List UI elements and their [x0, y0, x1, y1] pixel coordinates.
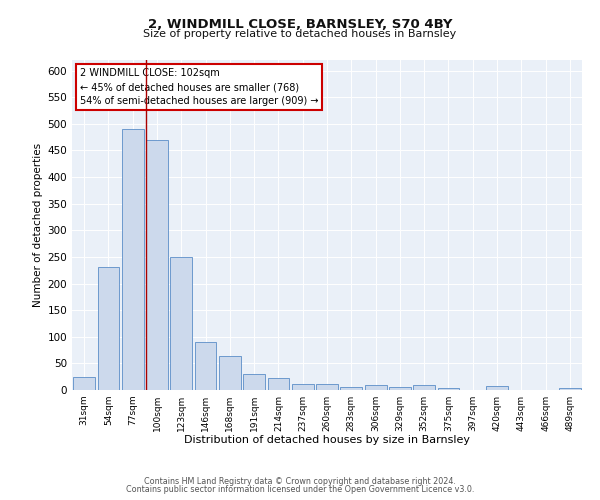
Bar [243, 374, 265, 390]
Bar [170, 257, 192, 390]
Text: 2, WINDMILL CLOSE, BARNSLEY, S70 4BY: 2, WINDMILL CLOSE, BARNSLEY, S70 4BY [148, 18, 452, 30]
Bar [437, 388, 460, 390]
Text: Size of property relative to detached houses in Barnsley: Size of property relative to detached ho… [143, 29, 457, 39]
Bar [219, 356, 241, 390]
Bar [122, 129, 143, 390]
Bar [559, 388, 581, 390]
X-axis label: Distribution of detached houses by size in Barnsley: Distribution of detached houses by size … [184, 436, 470, 446]
Bar [292, 384, 314, 390]
Bar [340, 388, 362, 390]
Bar [97, 266, 119, 390]
Bar [268, 378, 289, 390]
Bar [486, 386, 508, 390]
Bar [146, 140, 168, 390]
Bar [413, 384, 435, 390]
Text: 2 WINDMILL CLOSE: 102sqm
← 45% of detached houses are smaller (768)
54% of semi-: 2 WINDMILL CLOSE: 102sqm ← 45% of detach… [80, 68, 318, 106]
Text: Contains public sector information licensed under the Open Government Licence v3: Contains public sector information licen… [126, 485, 474, 494]
Bar [365, 384, 386, 390]
Bar [194, 342, 217, 390]
Bar [389, 387, 411, 390]
Text: Contains HM Land Registry data © Crown copyright and database right 2024.: Contains HM Land Registry data © Crown c… [144, 477, 456, 486]
Y-axis label: Number of detached properties: Number of detached properties [33, 143, 43, 307]
Bar [73, 376, 95, 390]
Bar [316, 384, 338, 390]
